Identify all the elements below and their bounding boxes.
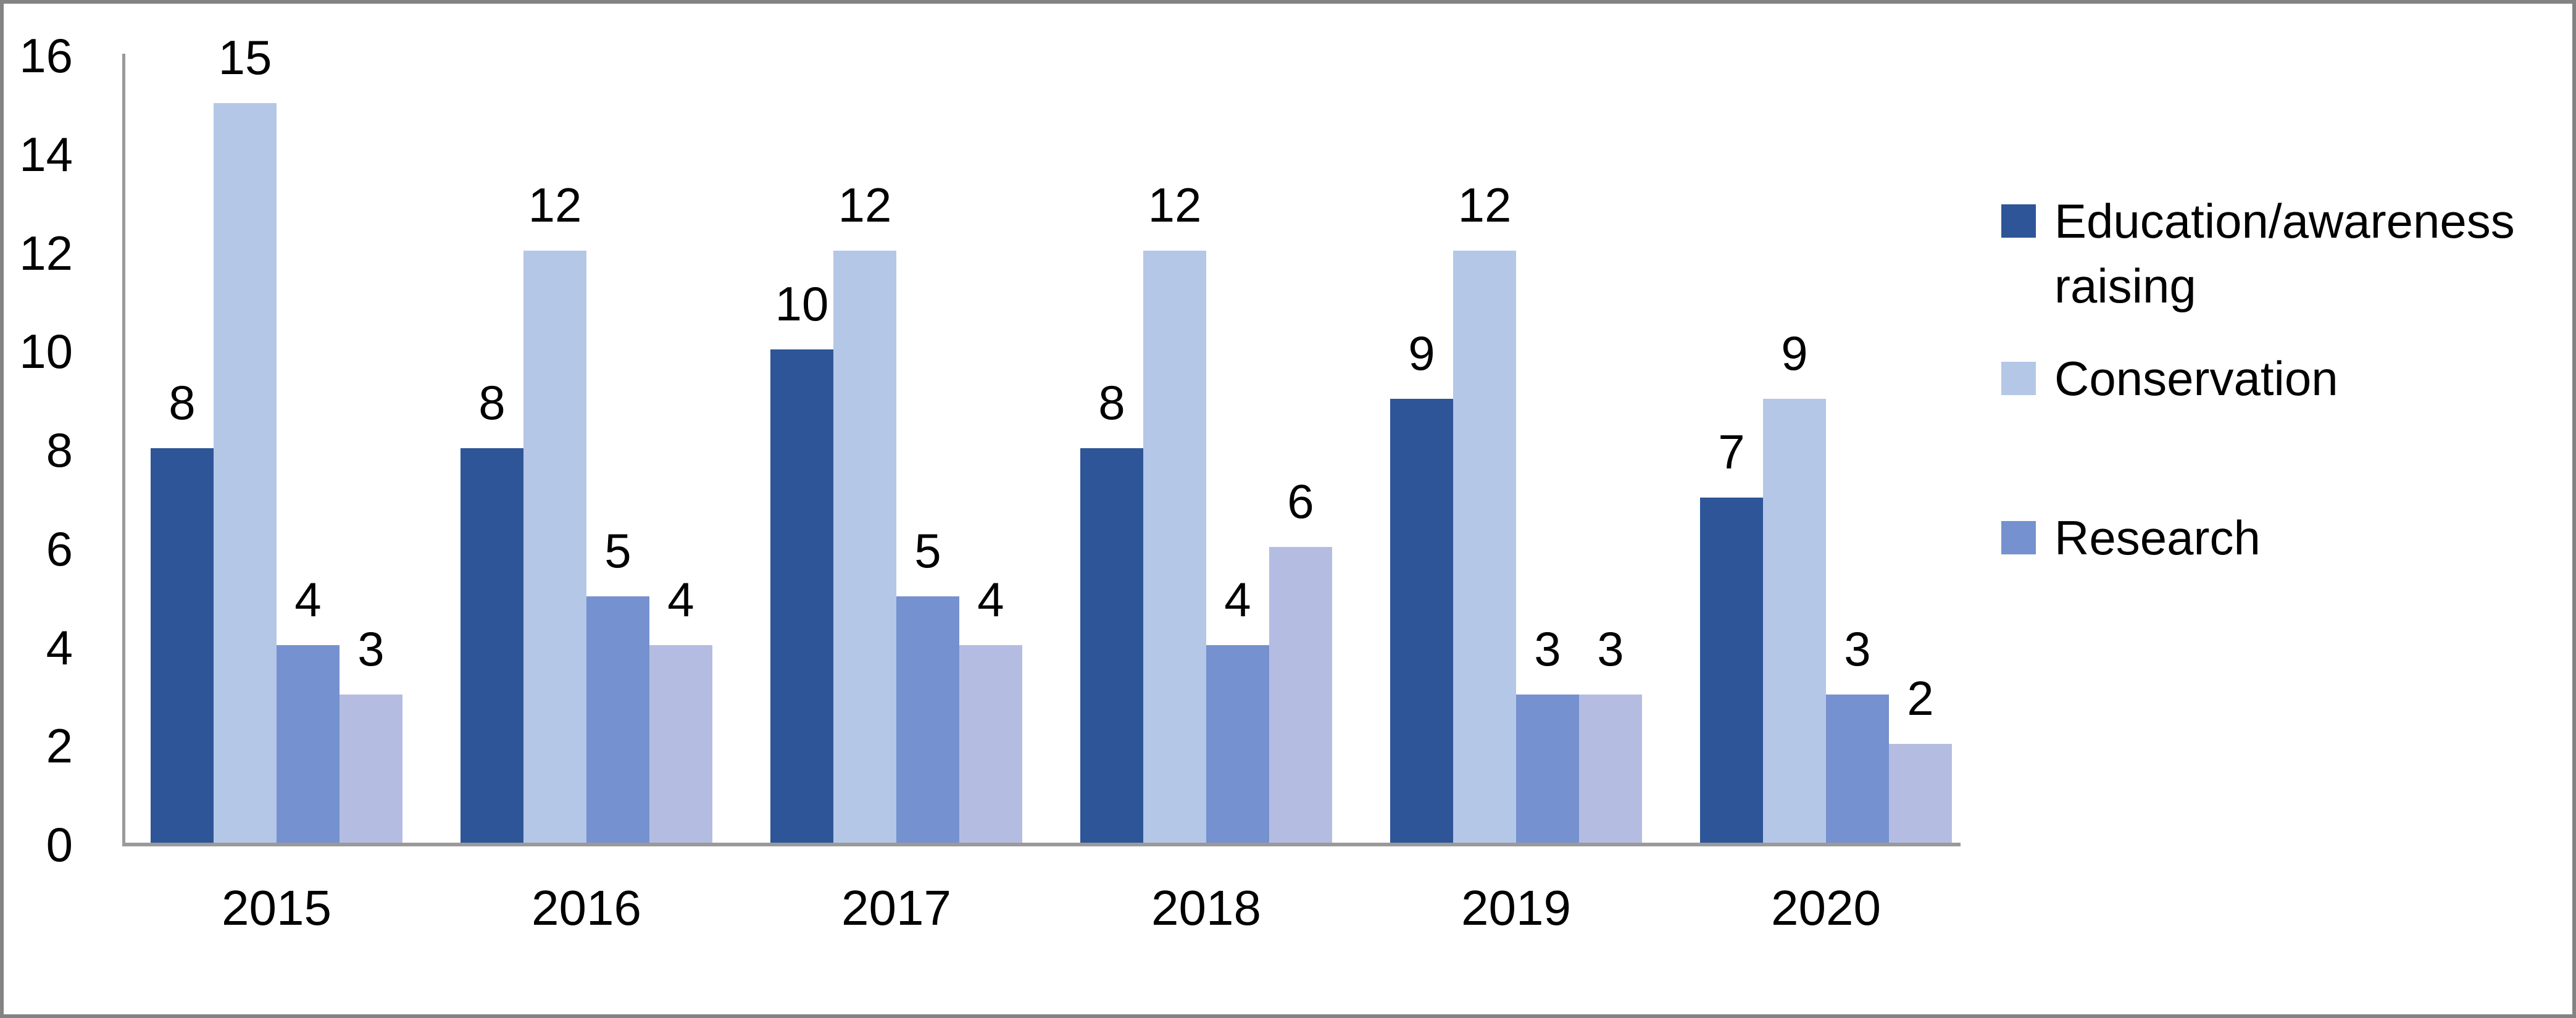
- y-tick-label: 16: [19, 28, 73, 83]
- bar-2020-series-2: [1826, 695, 1889, 843]
- bar-value-label: 6: [1287, 474, 1314, 528]
- bar-value-label: 7: [1718, 425, 1745, 479]
- bar-2017-series-1: [833, 251, 896, 843]
- x-category-label: 2019: [1461, 880, 1571, 935]
- bar-value-label: 8: [478, 375, 506, 430]
- x-category-label: 2017: [841, 880, 951, 935]
- bar-value-label: 4: [977, 572, 1004, 627]
- legend-label: Conservation: [2054, 351, 2338, 406]
- bar-2020-series-3: [1889, 744, 1952, 843]
- y-tick-label: 8: [46, 423, 73, 477]
- bar-2020-series-1: [1763, 399, 1826, 843]
- y-tick-label: 6: [46, 521, 73, 576]
- y-tick-label: 0: [46, 817, 73, 872]
- bar-value-label: 9: [1408, 326, 1435, 380]
- bar-value-label: 9: [1781, 326, 1808, 380]
- bar-2016-series-3: [649, 645, 712, 843]
- x-category-label: 2015: [222, 880, 331, 935]
- y-tick-label: 2: [46, 719, 73, 774]
- bar-2018-series-1: [1143, 251, 1206, 843]
- bar-2015-series-1: [214, 103, 277, 843]
- bar-2016-series-0: [461, 448, 523, 843]
- y-tick-label: 4: [46, 620, 73, 675]
- y-axis-line: [122, 54, 125, 846]
- bar-value-label: 3: [1534, 622, 1561, 676]
- legend-swatch: [2001, 521, 2036, 554]
- bar-2015-series-2: [277, 645, 340, 843]
- legend-item-1: Conservation: [2001, 346, 2566, 411]
- bar-2015-series-3: [340, 695, 402, 843]
- x-category-label: 2018: [1151, 880, 1261, 935]
- x-category-label: 2020: [1771, 880, 1881, 935]
- bar-2018-series-3: [1269, 547, 1332, 843]
- bar-value-label: 2: [1907, 671, 1934, 725]
- bar-value-label: 12: [528, 178, 582, 232]
- bar-value-label: 8: [1098, 375, 1125, 430]
- x-axis-line: [122, 843, 1961, 846]
- bar-2017-series-3: [959, 645, 1022, 843]
- bar-value-label: 10: [775, 277, 829, 331]
- bar-value-label: 4: [1224, 572, 1251, 627]
- bar-value-label: 3: [1844, 622, 1871, 676]
- bar-value-label: 5: [914, 524, 941, 578]
- bar-2016-series-2: [586, 596, 649, 843]
- bar-value-label: 4: [294, 572, 322, 627]
- bar-2019-series-2: [1516, 695, 1579, 843]
- legend-label: Research: [2054, 511, 2261, 565]
- bar-2015-series-0: [151, 448, 214, 843]
- bar-value-label: 8: [169, 375, 196, 430]
- legend-label: Education/awareness raising: [2054, 194, 2515, 313]
- bar-2017-series-2: [896, 596, 959, 843]
- x-category-label: 2016: [531, 880, 641, 935]
- legend-item-2: Research: [2001, 506, 2566, 570]
- bar-value-label: 12: [1457, 178, 1512, 232]
- legend-swatch: [2001, 204, 2036, 238]
- legend-item-0: Education/awareness raising: [2001, 189, 2566, 319]
- bar-value-label: 3: [1597, 622, 1624, 676]
- bar-2018-series-0: [1080, 448, 1143, 843]
- bar-value-label: 12: [838, 178, 892, 232]
- bar-2019-series-1: [1453, 251, 1516, 843]
- bar-value-label: 12: [1148, 178, 1202, 232]
- y-tick-label: 14: [19, 127, 73, 181]
- bar-2017-series-0: [770, 349, 833, 843]
- bar-2016-series-1: [523, 251, 586, 843]
- bar-2018-series-2: [1206, 645, 1269, 843]
- bar-value-label: 5: [604, 524, 631, 578]
- bar-2019-series-3: [1579, 695, 1642, 843]
- y-tick-label: 12: [19, 225, 73, 280]
- y-tick-label: 10: [19, 324, 73, 379]
- legend-swatch: [2001, 362, 2036, 395]
- bar-value-label: 3: [357, 622, 385, 676]
- bar-2019-series-0: [1390, 399, 1453, 843]
- bar-value-label: 15: [218, 30, 272, 85]
- bar-value-label: 4: [667, 572, 694, 627]
- bar-2020-series-0: [1700, 498, 1763, 843]
